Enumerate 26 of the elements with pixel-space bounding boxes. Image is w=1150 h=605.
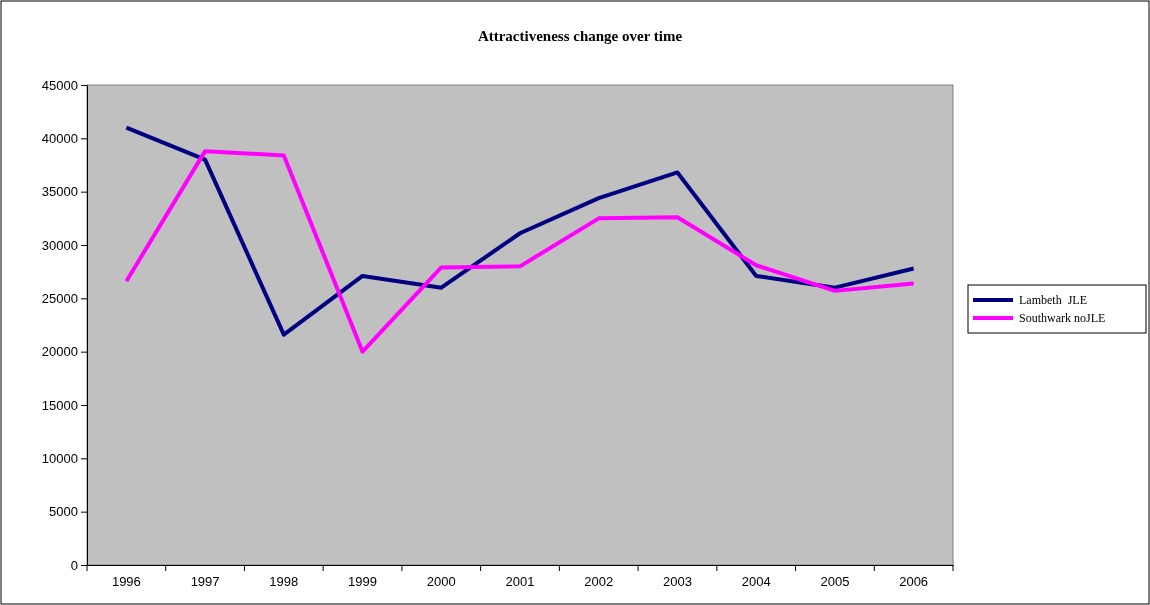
y-tick-label: 20000 [41,344,78,360]
x-tick-label: 1997 [190,574,220,590]
x-tick-label: 2006 [899,574,929,590]
x-tick-label: 1999 [348,574,378,590]
x-tick-label: 1996 [111,574,141,590]
x-tick-label: 2003 [662,574,692,590]
line-series [124,149,916,354]
x-tick-label: 2002 [584,574,614,590]
x-tick-label: 2000 [426,574,456,590]
y-tick-label: 25000 [41,290,78,306]
x-tick-label: 1998 [269,574,299,590]
legend-label: Lambeth JLE [1019,293,1087,307]
y-tick-label: 45000 [41,77,78,93]
x-tick-label: 2004 [741,574,771,590]
x-tick-label: 2001 [505,574,535,590]
y-tick-label: 30000 [41,237,78,253]
y-tick-label: 15000 [41,397,78,413]
y-tick-label: 0 [70,557,78,573]
y-tick-label: 10000 [41,450,78,466]
x-tick-label: 2005 [820,574,850,590]
y-tick-label: 40000 [41,130,78,146]
line-series [124,125,916,337]
y-tick-label: 5000 [49,504,78,520]
y-tick-label: 35000 [41,184,78,200]
legend-label: Southwark noJLE [1019,311,1106,325]
chart-title: Attractiveness change over time [477,28,683,44]
